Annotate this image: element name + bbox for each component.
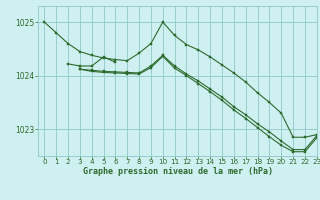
X-axis label: Graphe pression niveau de la mer (hPa): Graphe pression niveau de la mer (hPa) (83, 167, 273, 176)
